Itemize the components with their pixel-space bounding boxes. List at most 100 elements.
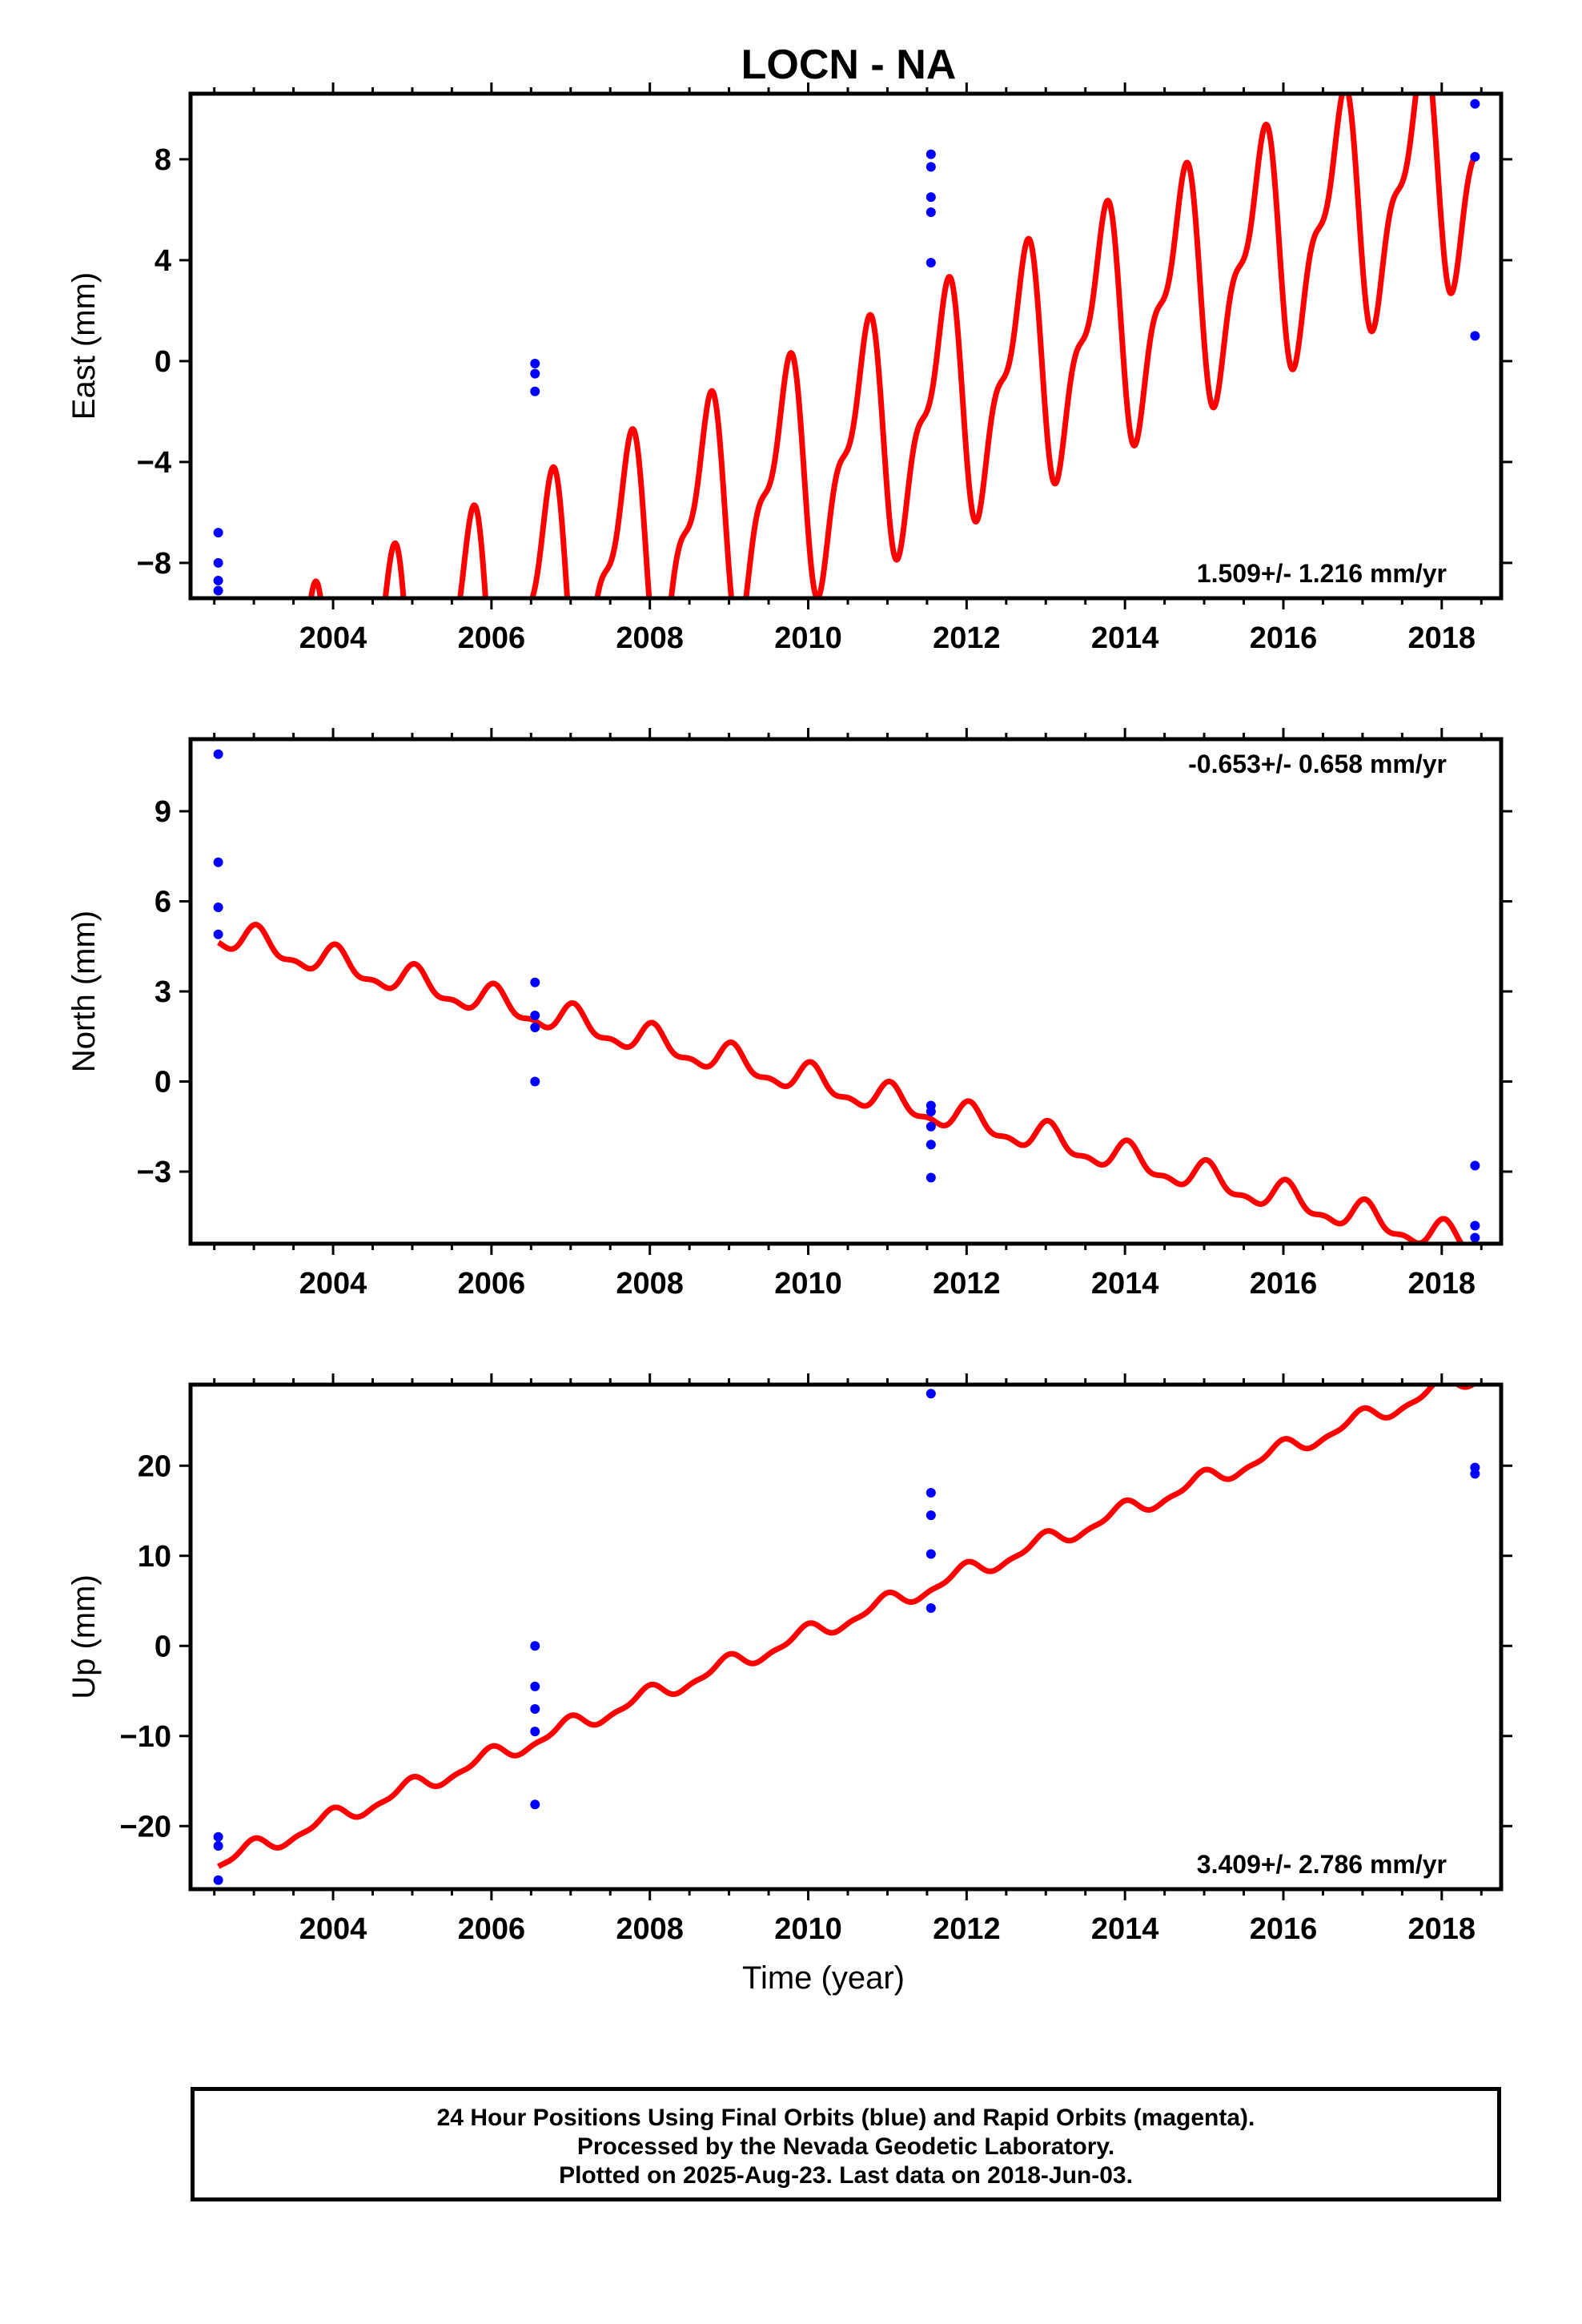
x-tick-label-up: 2004 (299, 1912, 367, 1946)
y-axis-label-north: North (mm) (66, 911, 102, 1072)
data-point-north (926, 1121, 936, 1132)
data-point-north (926, 1172, 936, 1183)
data-point-up (213, 1841, 223, 1851)
y-tick-label-east: −8 (137, 547, 171, 581)
footer-line-2: Processed by the Nevada Geodetic Laborat… (576, 2133, 1115, 2160)
x-tick-label-north: 2016 (1250, 1267, 1318, 1301)
x-tick-label-east: 2014 (1091, 621, 1159, 655)
y-tick-label-up: 20 (138, 1449, 171, 1483)
x-tick-label-east: 2012 (933, 621, 1001, 655)
data-point-north (530, 1023, 540, 1032)
y-tick-label-north: −3 (137, 1156, 171, 1189)
y-tick-label-north: 6 (155, 886, 171, 919)
data-point-north (530, 977, 540, 987)
y-tick-label-east: −4 (137, 446, 171, 480)
rate-label-east: 1.509+/- 1.216 mm/yr (1197, 559, 1447, 588)
data-point-east (530, 386, 540, 396)
data-point-up (926, 1488, 936, 1498)
chart-title: LOCN - NA (741, 42, 957, 88)
data-point-east (926, 149, 936, 159)
data-point-east (213, 557, 223, 568)
y-tick-label-up: 0 (155, 1630, 171, 1663)
data-point-up (926, 1510, 936, 1521)
data-point-north (1470, 1220, 1480, 1231)
x-tick-label-up: 2010 (774, 1912, 842, 1946)
x-axis-label-up: Time (year) (742, 1960, 905, 1996)
data-point-north (530, 1076, 540, 1087)
model-curve-north (216, 922, 1465, 1244)
data-point-north (1470, 1160, 1480, 1171)
model-curve-east (307, 94, 1478, 598)
y-tick-label-up: −10 (120, 1720, 171, 1754)
y-tick-label-east: 0 (155, 345, 171, 379)
data-point-east (213, 585, 223, 596)
footer-caption-box: 24 Hour Positions Using Final Orbits (bl… (191, 2087, 1501, 2201)
x-tick-label-east: 2018 (1408, 621, 1476, 655)
plot-frame-north (188, 737, 1504, 1246)
data-point-up (213, 1875, 223, 1885)
x-tick-label-north: 2004 (299, 1267, 367, 1301)
data-point-east (530, 368, 540, 379)
data-point-up (926, 1603, 936, 1613)
x-tick-label-up: 2018 (1408, 1912, 1476, 1946)
y-tick-label-north: 0 (155, 1066, 171, 1100)
x-tick-label-north: 2018 (1408, 1267, 1476, 1301)
x-tick-label-north: 2006 (458, 1267, 526, 1301)
x-tick-label-east: 2008 (616, 621, 684, 655)
x-tick-label-north: 2012 (933, 1267, 1001, 1301)
y-tick-label-north: 9 (155, 795, 171, 829)
y-axis-label-east: East (mm) (66, 272, 102, 420)
data-point-up (530, 1727, 540, 1737)
data-point-north (213, 857, 223, 867)
y-tick-label-east: 4 (155, 244, 171, 278)
rate-label-north: -0.653+/- 0.658 mm/yr (1188, 750, 1447, 778)
panel-east: 2004 2006 2008 2010 2012 2014 2016 2018 −8 −4 0 4 8 E… (66, 82, 1512, 655)
data-point-east (926, 192, 936, 203)
x-tick-label-up: 2014 (1091, 1912, 1159, 1946)
x-tick-label-north: 2014 (1091, 1267, 1159, 1301)
data-point-up (926, 1389, 936, 1399)
y-axis-label-up: Up (mm) (66, 1574, 102, 1699)
plot-frame-east (188, 91, 1504, 601)
data-point-up (530, 1681, 540, 1691)
data-point-north (213, 749, 223, 759)
x-tick-label-up: 2008 (616, 1912, 684, 1946)
panel-north: 2004 2006 2008 2010 2012 2014 2016 2018 −3 0 3 6 9 No… (66, 728, 1512, 1301)
data-point-east (926, 258, 936, 268)
data-point-up (530, 1641, 540, 1651)
panel-up: 2004 2006 2008 2010 2012 2014 2016 2018 −20 −10 0 1… (66, 1373, 1512, 1996)
footer-line-3: Plotted on 2025-Aug-23. Last data on 201… (559, 2162, 1133, 2189)
y-tick-label-up: 10 (138, 1540, 171, 1574)
data-point-east (1470, 99, 1480, 109)
x-tick-label-east: 2006 (458, 621, 526, 655)
y-tick-label-east: 8 (155, 143, 171, 177)
x-tick-label-up: 2006 (458, 1912, 526, 1946)
data-point-up (1470, 1469, 1480, 1479)
data-point-east (926, 207, 936, 218)
data-point-east (213, 528, 223, 538)
data-point-north (926, 1107, 936, 1116)
data-point-east (926, 162, 936, 172)
x-tick-label-north: 2008 (616, 1267, 684, 1301)
footer-line-1: 24 Hour Positions Using Final Orbits (bl… (436, 2105, 1255, 2131)
x-tick-label-east: 2004 (299, 621, 367, 655)
y-tick-label-up: −20 (120, 1810, 171, 1844)
x-tick-label-east: 2016 (1250, 621, 1318, 655)
data-point-up (530, 1704, 540, 1714)
data-point-north (530, 1011, 540, 1020)
data-point-up (530, 1799, 540, 1810)
x-tick-label-north: 2010 (774, 1267, 842, 1301)
x-tick-label-up: 2016 (1250, 1912, 1318, 1946)
model-curve-up (216, 1385, 1477, 1869)
data-point-up (926, 1549, 936, 1559)
data-point-north (213, 903, 223, 912)
x-tick-label-east: 2010 (774, 621, 842, 655)
data-point-east (1470, 331, 1480, 341)
y-tick-label-north: 3 (155, 975, 171, 1009)
data-point-east (213, 575, 223, 585)
data-point-north (213, 929, 223, 939)
data-point-east (1470, 151, 1480, 162)
data-point-north (1470, 1232, 1480, 1243)
data-point-up (213, 1831, 223, 1842)
